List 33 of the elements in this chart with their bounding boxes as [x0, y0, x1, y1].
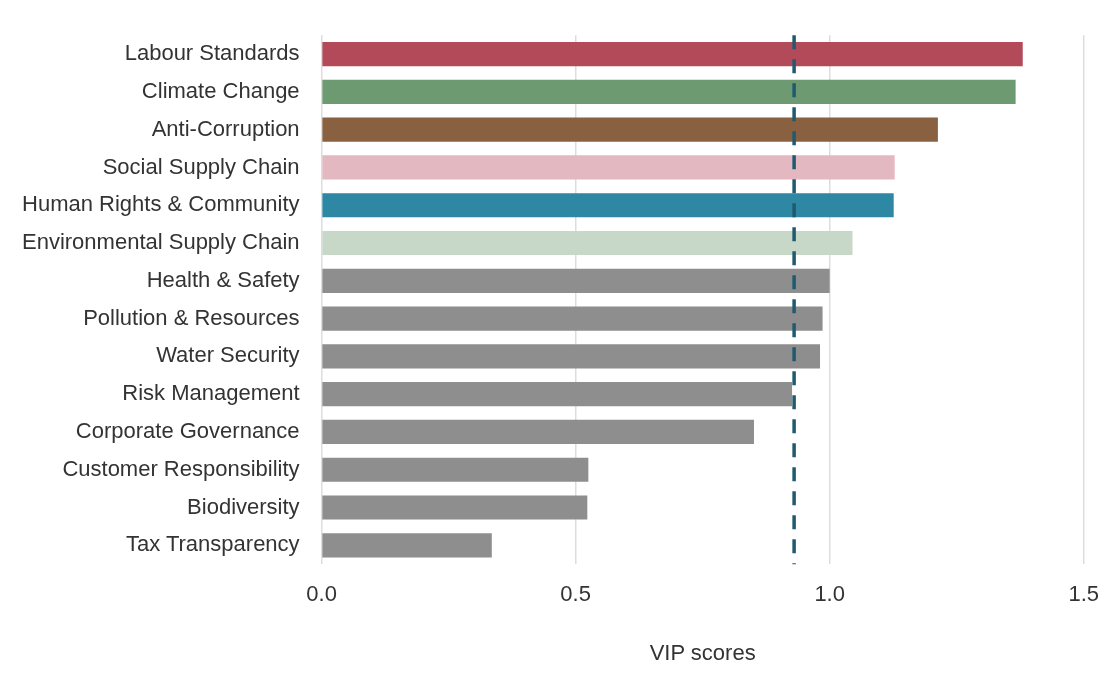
y-tick-label: Risk Management	[122, 380, 300, 406]
bar	[322, 268, 830, 293]
y-tick-label: Labour Standards	[124, 40, 300, 66]
bar	[322, 457, 589, 482]
y-tick-label: Water Security	[156, 342, 300, 368]
y-tick-label: Climate Change	[141, 77, 300, 103]
x-axis-title: VIP scores	[649, 639, 756, 665]
y-tick-label: Environmental Supply Chain	[21, 229, 300, 255]
y-tick-label: Human Rights & Community	[22, 191, 300, 217]
bar	[322, 79, 1016, 104]
y-tick-label: Health & Safety	[146, 266, 300, 292]
bar	[322, 419, 754, 445]
x-tick-label: 0.0	[306, 581, 337, 607]
bar	[322, 155, 895, 180]
y-tick-label: Biodiversity	[187, 493, 300, 519]
y-tick-label: Customer Responsibility	[62, 455, 300, 481]
y-tick-label: Tax Transparency	[125, 531, 300, 557]
x-tick-label: 1.5	[1068, 581, 1100, 607]
y-tick-label: Pollution & Resources	[83, 304, 300, 330]
bar	[322, 306, 823, 331]
bar	[322, 230, 853, 256]
y-tick-label: Social Supply Chain	[102, 153, 300, 179]
bar	[322, 344, 821, 369]
y-tick-label: Anti-Corruption	[151, 115, 300, 141]
x-tick-label: 0.5	[560, 581, 591, 607]
y-tick-label: Corporate Governance	[75, 418, 300, 444]
bar	[322, 42, 1023, 67]
bar	[322, 533, 492, 558]
x-tick-label: 1.0	[814, 581, 845, 607]
bar	[322, 117, 938, 142]
bar	[322, 193, 894, 218]
bar	[322, 495, 588, 520]
bar	[322, 382, 793, 407]
